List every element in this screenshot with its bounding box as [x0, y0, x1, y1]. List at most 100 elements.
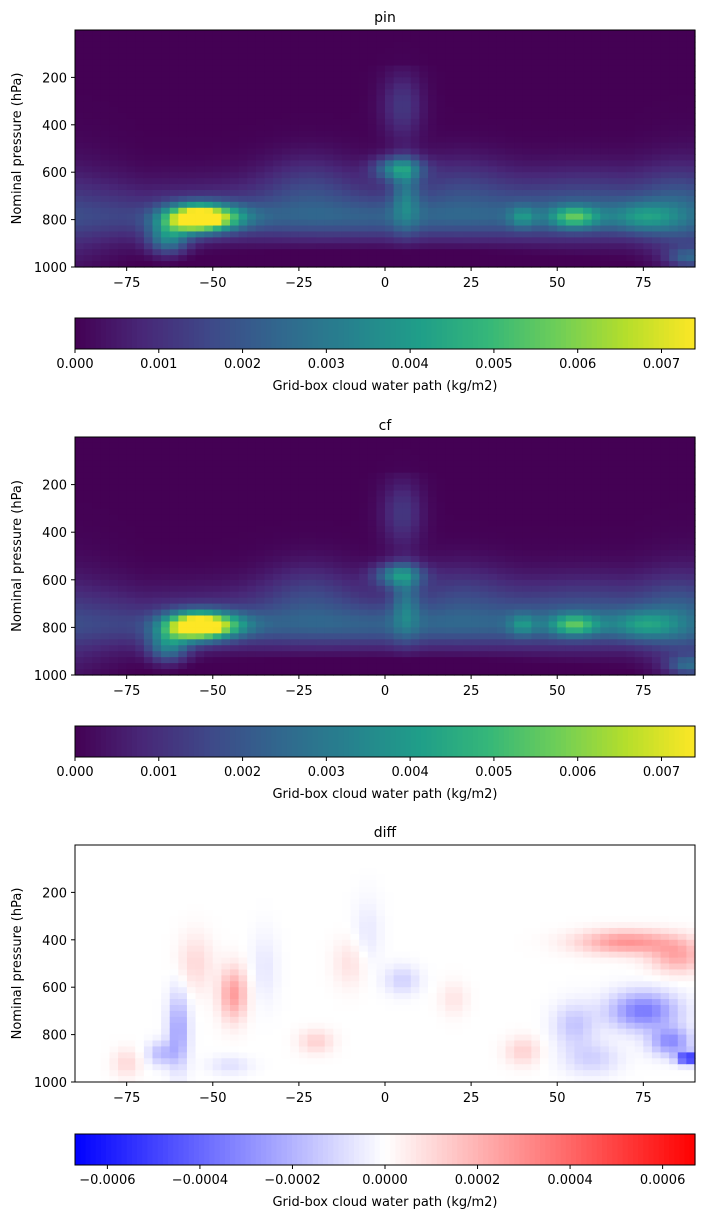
heatmap-cell: [393, 107, 403, 114]
heatmap-cell: [462, 567, 472, 575]
heatmap-cell: [565, 249, 576, 256]
heatmap-cell: [531, 142, 541, 150]
heatmap-cell: [608, 77, 619, 84]
heatmap-cell: [419, 255, 429, 262]
heatmap-cell: [600, 201, 610, 209]
heatmap-cell: [341, 466, 352, 474]
heatmap-cell: [548, 35, 558, 43]
heatmap-cell: [617, 41, 627, 49]
heatmap-cell: [83, 567, 93, 575]
heatmap-cell: [247, 154, 257, 161]
heatmap-cell: [557, 124, 567, 132]
heatmap-cell: [385, 41, 395, 49]
heatmap-cell: [505, 41, 515, 49]
heatmap-cell: [118, 53, 128, 61]
heatmap-cell: [393, 77, 403, 84]
heatmap-cell: [204, 508, 214, 515]
heatmap-cell: [462, 466, 472, 474]
heatmap-cell: [677, 255, 687, 262]
heatmap-cell: [522, 30, 532, 37]
heatmap-cell: [385, 454, 395, 462]
heatmap-cell: [169, 556, 179, 563]
heatmap-cell: [453, 231, 464, 238]
heatmap-cell: [212, 255, 222, 262]
heatmap-cell: [316, 71, 326, 78]
heatmap-cell: [290, 231, 300, 238]
heatmap-cell: [83, 107, 93, 114]
heatmap-cell: [100, 657, 111, 664]
heatmap-cell: [75, 142, 85, 150]
heatmap-cell: [591, 41, 601, 49]
heatmap-cell: [608, 71, 619, 78]
heatmap-cell: [238, 41, 248, 49]
heatmap-cell: [522, 53, 532, 61]
heatmap-cell: [385, 53, 395, 61]
heatmap-cell: [591, 77, 601, 84]
heatmap-cell: [161, 520, 171, 527]
heatmap-cell: [686, 213, 696, 221]
heatmap-cell: [505, 65, 515, 73]
heatmap-cell: [298, 573, 309, 581]
heatmap-cell: [298, 71, 309, 78]
heatmap-cell: [428, 112, 438, 120]
heatmap-cell: [419, 213, 429, 221]
heatmap-cell: [522, 237, 532, 244]
heatmap-cell: [462, 77, 472, 84]
heatmap-cell: [186, 603, 197, 611]
heatmap-cell: [385, 59, 395, 67]
heatmap-cell: [367, 615, 377, 623]
heatmap-cell: [488, 567, 498, 575]
heatmap-cell: [367, 484, 377, 492]
heatmap-cell: [410, 496, 421, 504]
heatmap-cell: [488, 65, 498, 73]
heatmap-cell: [212, 490, 222, 498]
heatmap-cell: [238, 514, 248, 521]
heatmap-cell: [135, 544, 145, 551]
heatmap-cell: [324, 526, 334, 533]
heatmap-cell: [221, 561, 231, 569]
heatmap-cell: [126, 47, 136, 55]
heatmap-cell: [591, 59, 601, 67]
heatmap-cell: [496, 47, 507, 55]
heatmap-cell: [591, 124, 601, 132]
heatmap-cell: [462, 579, 472, 587]
heatmap-cell: [143, 59, 154, 67]
heatmap-cell: [126, 83, 136, 90]
heatmap-cell: [109, 466, 119, 474]
heatmap-cell: [100, 579, 111, 587]
colorbar-segment: [95, 318, 102, 349]
heatmap-cell: [316, 639, 326, 646]
heatmap-cell: [574, 219, 584, 227]
heatmap-cell: [221, 502, 231, 509]
heatmap-cell: [298, 437, 309, 444]
heatmap-cell: [324, 107, 334, 114]
heatmap-cell: [307, 437, 317, 444]
heatmap-cell: [135, 142, 145, 150]
heatmap-cell: [600, 101, 610, 108]
heatmap-cell: [419, 645, 429, 652]
heatmap-cell: [83, 130, 93, 138]
heatmap-cell: [212, 585, 222, 593]
heatmap-cell: [367, 178, 377, 185]
heatmap-cell: [221, 118, 231, 126]
heatmap-cell: [669, 53, 679, 61]
heatmap-cell: [686, 59, 696, 67]
heatmap-cell: [471, 225, 481, 233]
heatmap-cell: [393, 669, 403, 676]
heatmap-cell: [462, 454, 472, 462]
heatmap-cell: [436, 41, 446, 49]
heatmap-cell: [471, 496, 481, 504]
heatmap-cell: [462, 219, 472, 227]
heatmap-cell: [152, 615, 162, 623]
heatmap-cell: [471, 669, 481, 676]
heatmap-cell: [92, 651, 102, 658]
heatmap-cell: [583, 95, 593, 102]
heatmap-cell: [669, 249, 679, 256]
heatmap-cell: [385, 484, 395, 492]
heatmap-cell: [367, 30, 377, 37]
heatmap-cell: [428, 148, 438, 156]
heatmap-cell: [169, 651, 179, 658]
heatmap-cell: [126, 454, 136, 462]
heatmap-cell: [178, 657, 188, 664]
heatmap-cell: [393, 639, 403, 646]
